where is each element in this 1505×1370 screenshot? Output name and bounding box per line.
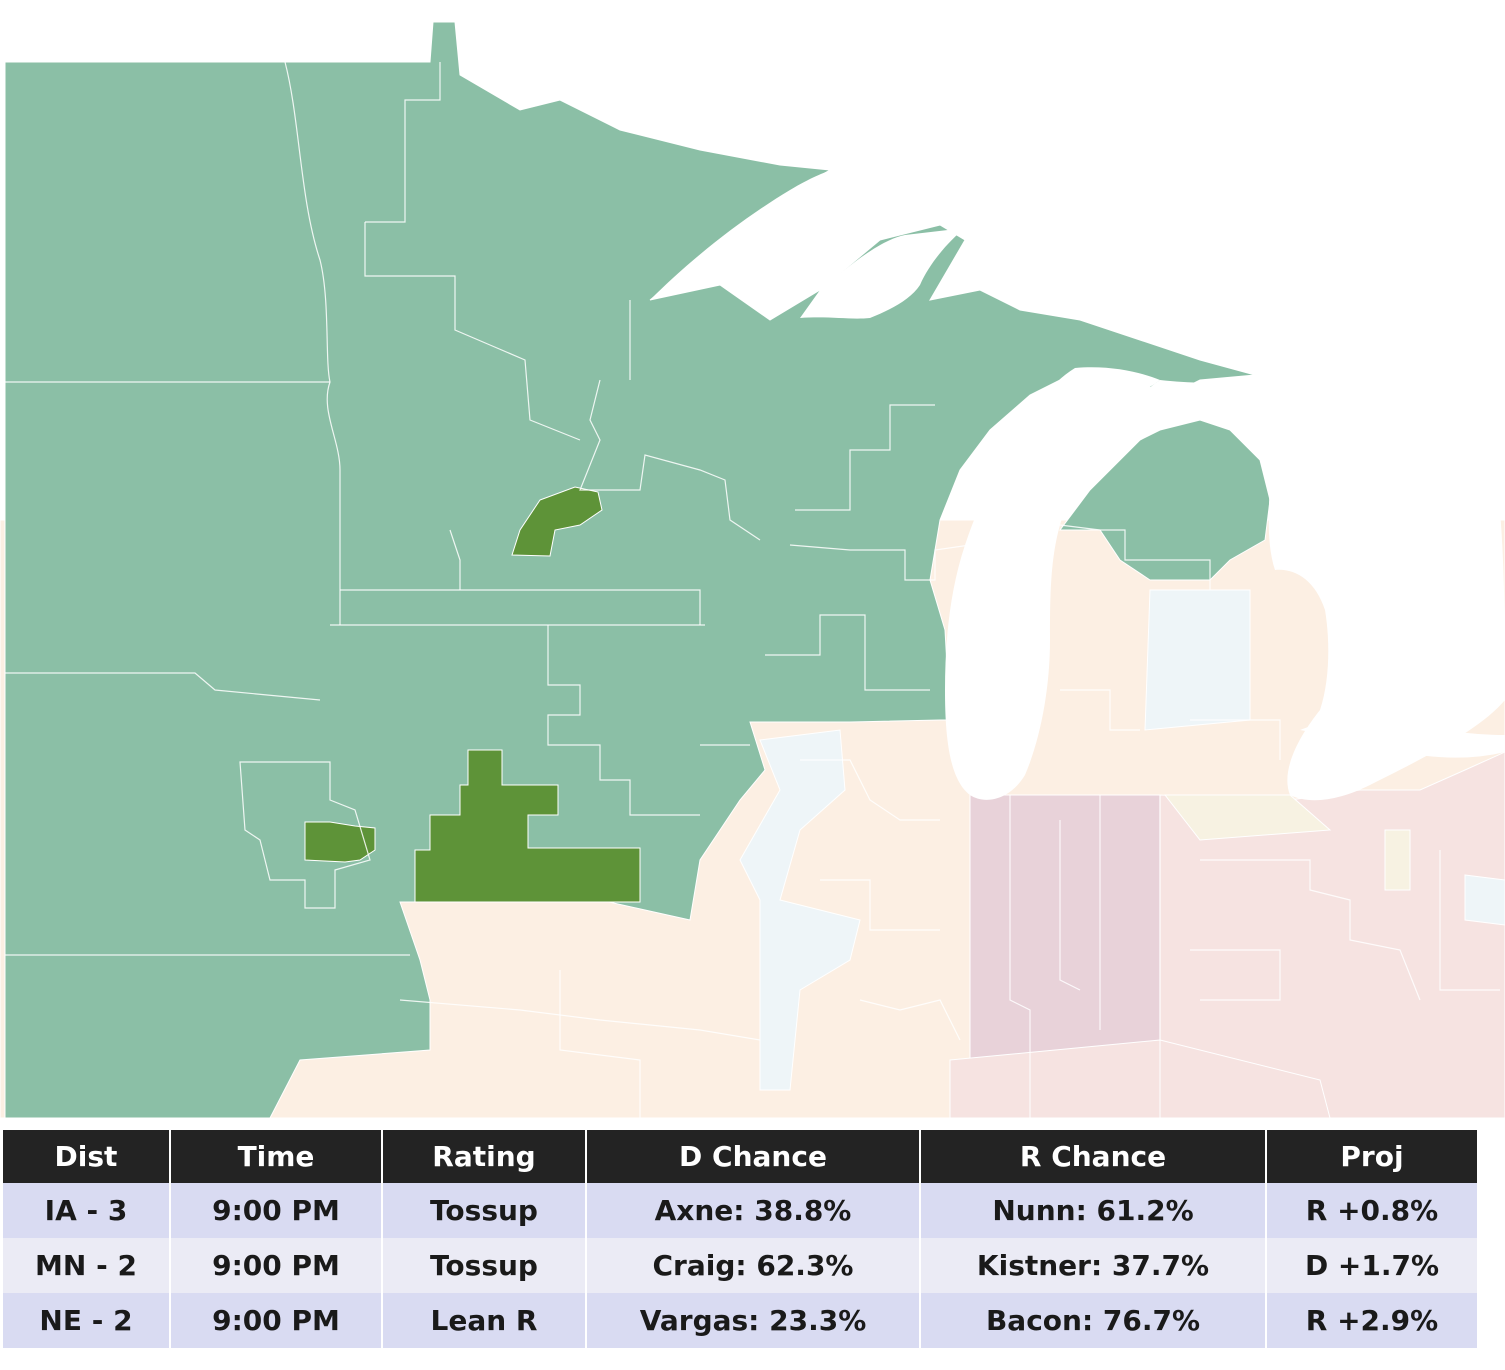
- district-ia-3: [414, 749, 641, 903]
- cell-d-chance: Axne: 38.8%: [585, 1183, 920, 1238]
- cell-r-chance: Kistner: 37.7%: [919, 1238, 1266, 1293]
- header-r-chance: R Chance: [919, 1130, 1266, 1183]
- cell-time: 9:00 PM: [169, 1293, 382, 1348]
- header-d-chance: D Chance: [585, 1130, 920, 1183]
- district-ne-2: [304, 821, 376, 863]
- region-illinois-blue: [739, 729, 861, 1091]
- table-row: NE - 2 9:00 PM Lean R Vargas: 23.3% Baco…: [3, 1293, 1477, 1348]
- table-row: MN - 2 9:00 PM Tossup Craig: 62.3% Kistn…: [3, 1238, 1477, 1293]
- cell-rating: Tossup: [381, 1238, 586, 1293]
- map-svg: [0, 21, 1505, 1118]
- table-header-row: Dist Time Rating D Chance R Chance Proj: [3, 1130, 1477, 1183]
- cell-proj: D +1.7%: [1265, 1238, 1477, 1293]
- region-indiana-mauve: [969, 794, 1161, 1118]
- cell-r-chance: Nunn: 61.2%: [919, 1183, 1266, 1238]
- district-map: [0, 21, 1505, 1118]
- cell-r-chance: Bacon: 76.7%: [919, 1293, 1266, 1348]
- cell-rating: Tossup: [381, 1183, 586, 1238]
- cell-time: 9:00 PM: [169, 1183, 382, 1238]
- cell-dist: MN - 2: [3, 1238, 170, 1293]
- header-time: Time: [169, 1130, 382, 1183]
- header-rating: Rating: [381, 1130, 586, 1183]
- results-table: Dist Time Rating D Chance R Chance Proj …: [3, 1130, 1477, 1348]
- cell-rating: Lean R: [381, 1293, 586, 1348]
- lake-erie: [1300, 715, 1505, 758]
- lake-michigan: [945, 367, 1160, 800]
- lake-huron-upper: [1114, 380, 1294, 460]
- region-michigan-lp-north: [1059, 419, 1271, 581]
- region-ohio-yellow-2: [1384, 829, 1411, 891]
- header-proj: Proj: [1265, 1130, 1477, 1183]
- cell-proj: R +2.9%: [1265, 1293, 1477, 1348]
- header-dist: Dist: [3, 1130, 170, 1183]
- lake-island: [850, 150, 905, 188]
- cell-d-chance: Craig: 62.3%: [585, 1238, 920, 1293]
- lake-huron: [1268, 367, 1505, 801]
- cell-proj: R +0.8%: [1265, 1183, 1477, 1238]
- region-indiana-south-pink: [949, 1039, 1331, 1118]
- lake-superior: [650, 170, 965, 319]
- district-borders: [5, 61, 1500, 1118]
- region-ohio-yellow: [1163, 794, 1332, 841]
- table-row: IA - 3 9:00 PM Tossup Axne: 38.8% Nunn: …: [3, 1183, 1477, 1238]
- cell-time: 9:00 PM: [169, 1238, 382, 1293]
- region-ohio-blue: [1464, 874, 1505, 926]
- region-michigan-blue: [1144, 589, 1251, 731]
- cell-d-chance: Vargas: 23.3%: [585, 1293, 920, 1348]
- cell-dist: IA - 3: [3, 1183, 170, 1238]
- cell-dist: NE - 2: [3, 1293, 170, 1348]
